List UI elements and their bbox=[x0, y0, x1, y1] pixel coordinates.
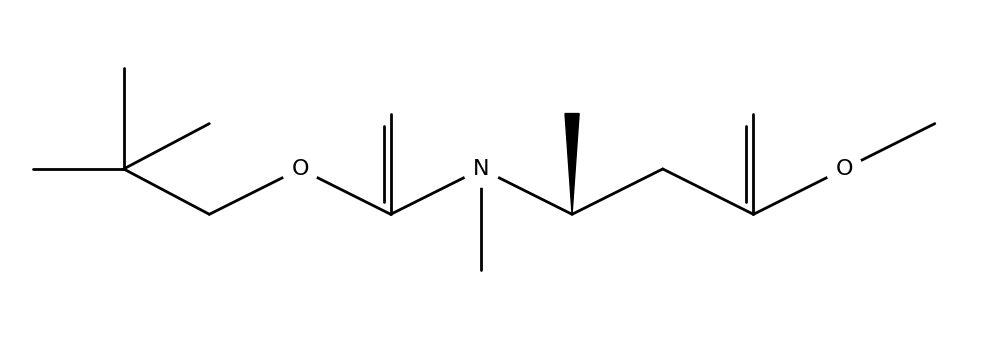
Text: O: O bbox=[835, 159, 853, 179]
Circle shape bbox=[464, 151, 499, 187]
Text: O: O bbox=[291, 159, 309, 179]
Text: N: N bbox=[473, 159, 490, 179]
Polygon shape bbox=[565, 113, 579, 214]
Circle shape bbox=[282, 151, 318, 187]
Circle shape bbox=[826, 151, 862, 187]
